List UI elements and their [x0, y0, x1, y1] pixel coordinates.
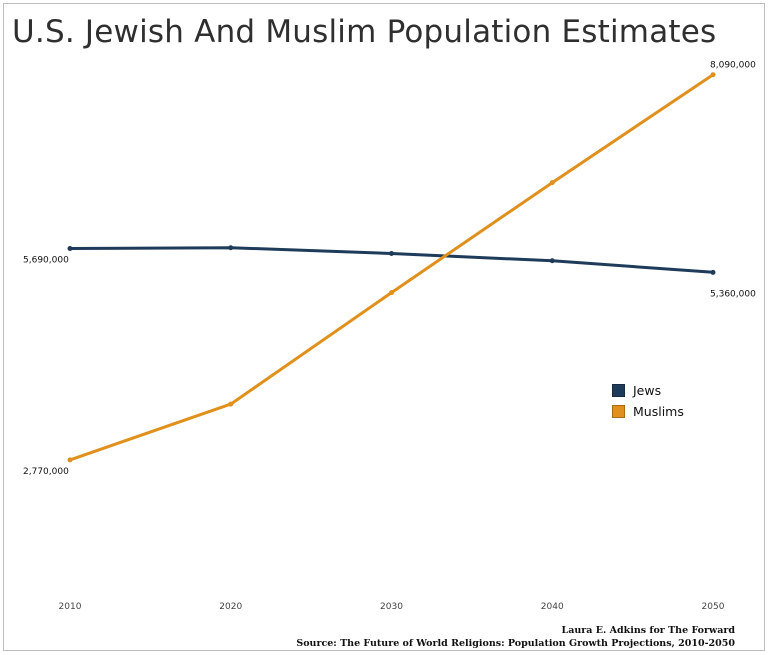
legend: Jews Muslims: [612, 380, 684, 422]
data-point-jews-2050: [710, 269, 716, 275]
value-label-jews-last: 5,360,000: [710, 289, 756, 299]
data-point-muslims-2020: [228, 401, 234, 407]
credit-block: Laura E. Adkins for The Forward Source: …: [296, 624, 735, 650]
x-tick-label-2020: 2020: [219, 602, 242, 612]
source-line: Source: The Future of World Religions: P…: [296, 638, 735, 649]
chart-title: U.S. Jewish And Muslim Population Estima…: [12, 14, 717, 50]
x-tick-label-2050: 2050: [702, 602, 725, 612]
data-point-jews-2040: [549, 258, 555, 264]
data-point-jews-2010: [67, 245, 73, 251]
x-axis-ticks: 2010 2020 2030 2040 2050: [59, 602, 725, 612]
value-label-jews-first: 5,690,000: [23, 255, 69, 265]
legend-item-muslims: Muslims: [612, 401, 684, 422]
data-point-muslims-2030: [389, 290, 394, 296]
legend-swatch-muslims: [612, 405, 625, 418]
value-label-muslims-first: 2,770,000: [23, 467, 69, 477]
data-point-muslims-2010: [67, 457, 73, 463]
data-point-muslims-2040: [549, 180, 555, 186]
x-tick-label-2040: 2040: [541, 602, 564, 612]
legend-item-jews: Jews: [612, 380, 684, 401]
chart-frame: [3, 3, 765, 651]
legend-swatch-jews: [612, 384, 625, 397]
x-tick-label-2010: 2010: [59, 602, 82, 612]
credit-line: Laura E. Adkins for The Forward: [561, 625, 735, 636]
legend-label-jews: Jews: [633, 383, 662, 398]
value-labels: 5,690,000 5,360,000 2,770,000 8,090,000: [23, 61, 756, 477]
series-points: [67, 72, 716, 463]
data-point-jews-2020: [228, 245, 234, 251]
legend-label-muslims: Muslims: [633, 404, 684, 419]
data-point-muslims-2050: [710, 72, 716, 78]
value-label-muslims-last: 8,090,000: [710, 61, 756, 71]
data-point-jews-2030: [389, 251, 394, 257]
x-tick-label-2030: 2030: [380, 602, 403, 612]
